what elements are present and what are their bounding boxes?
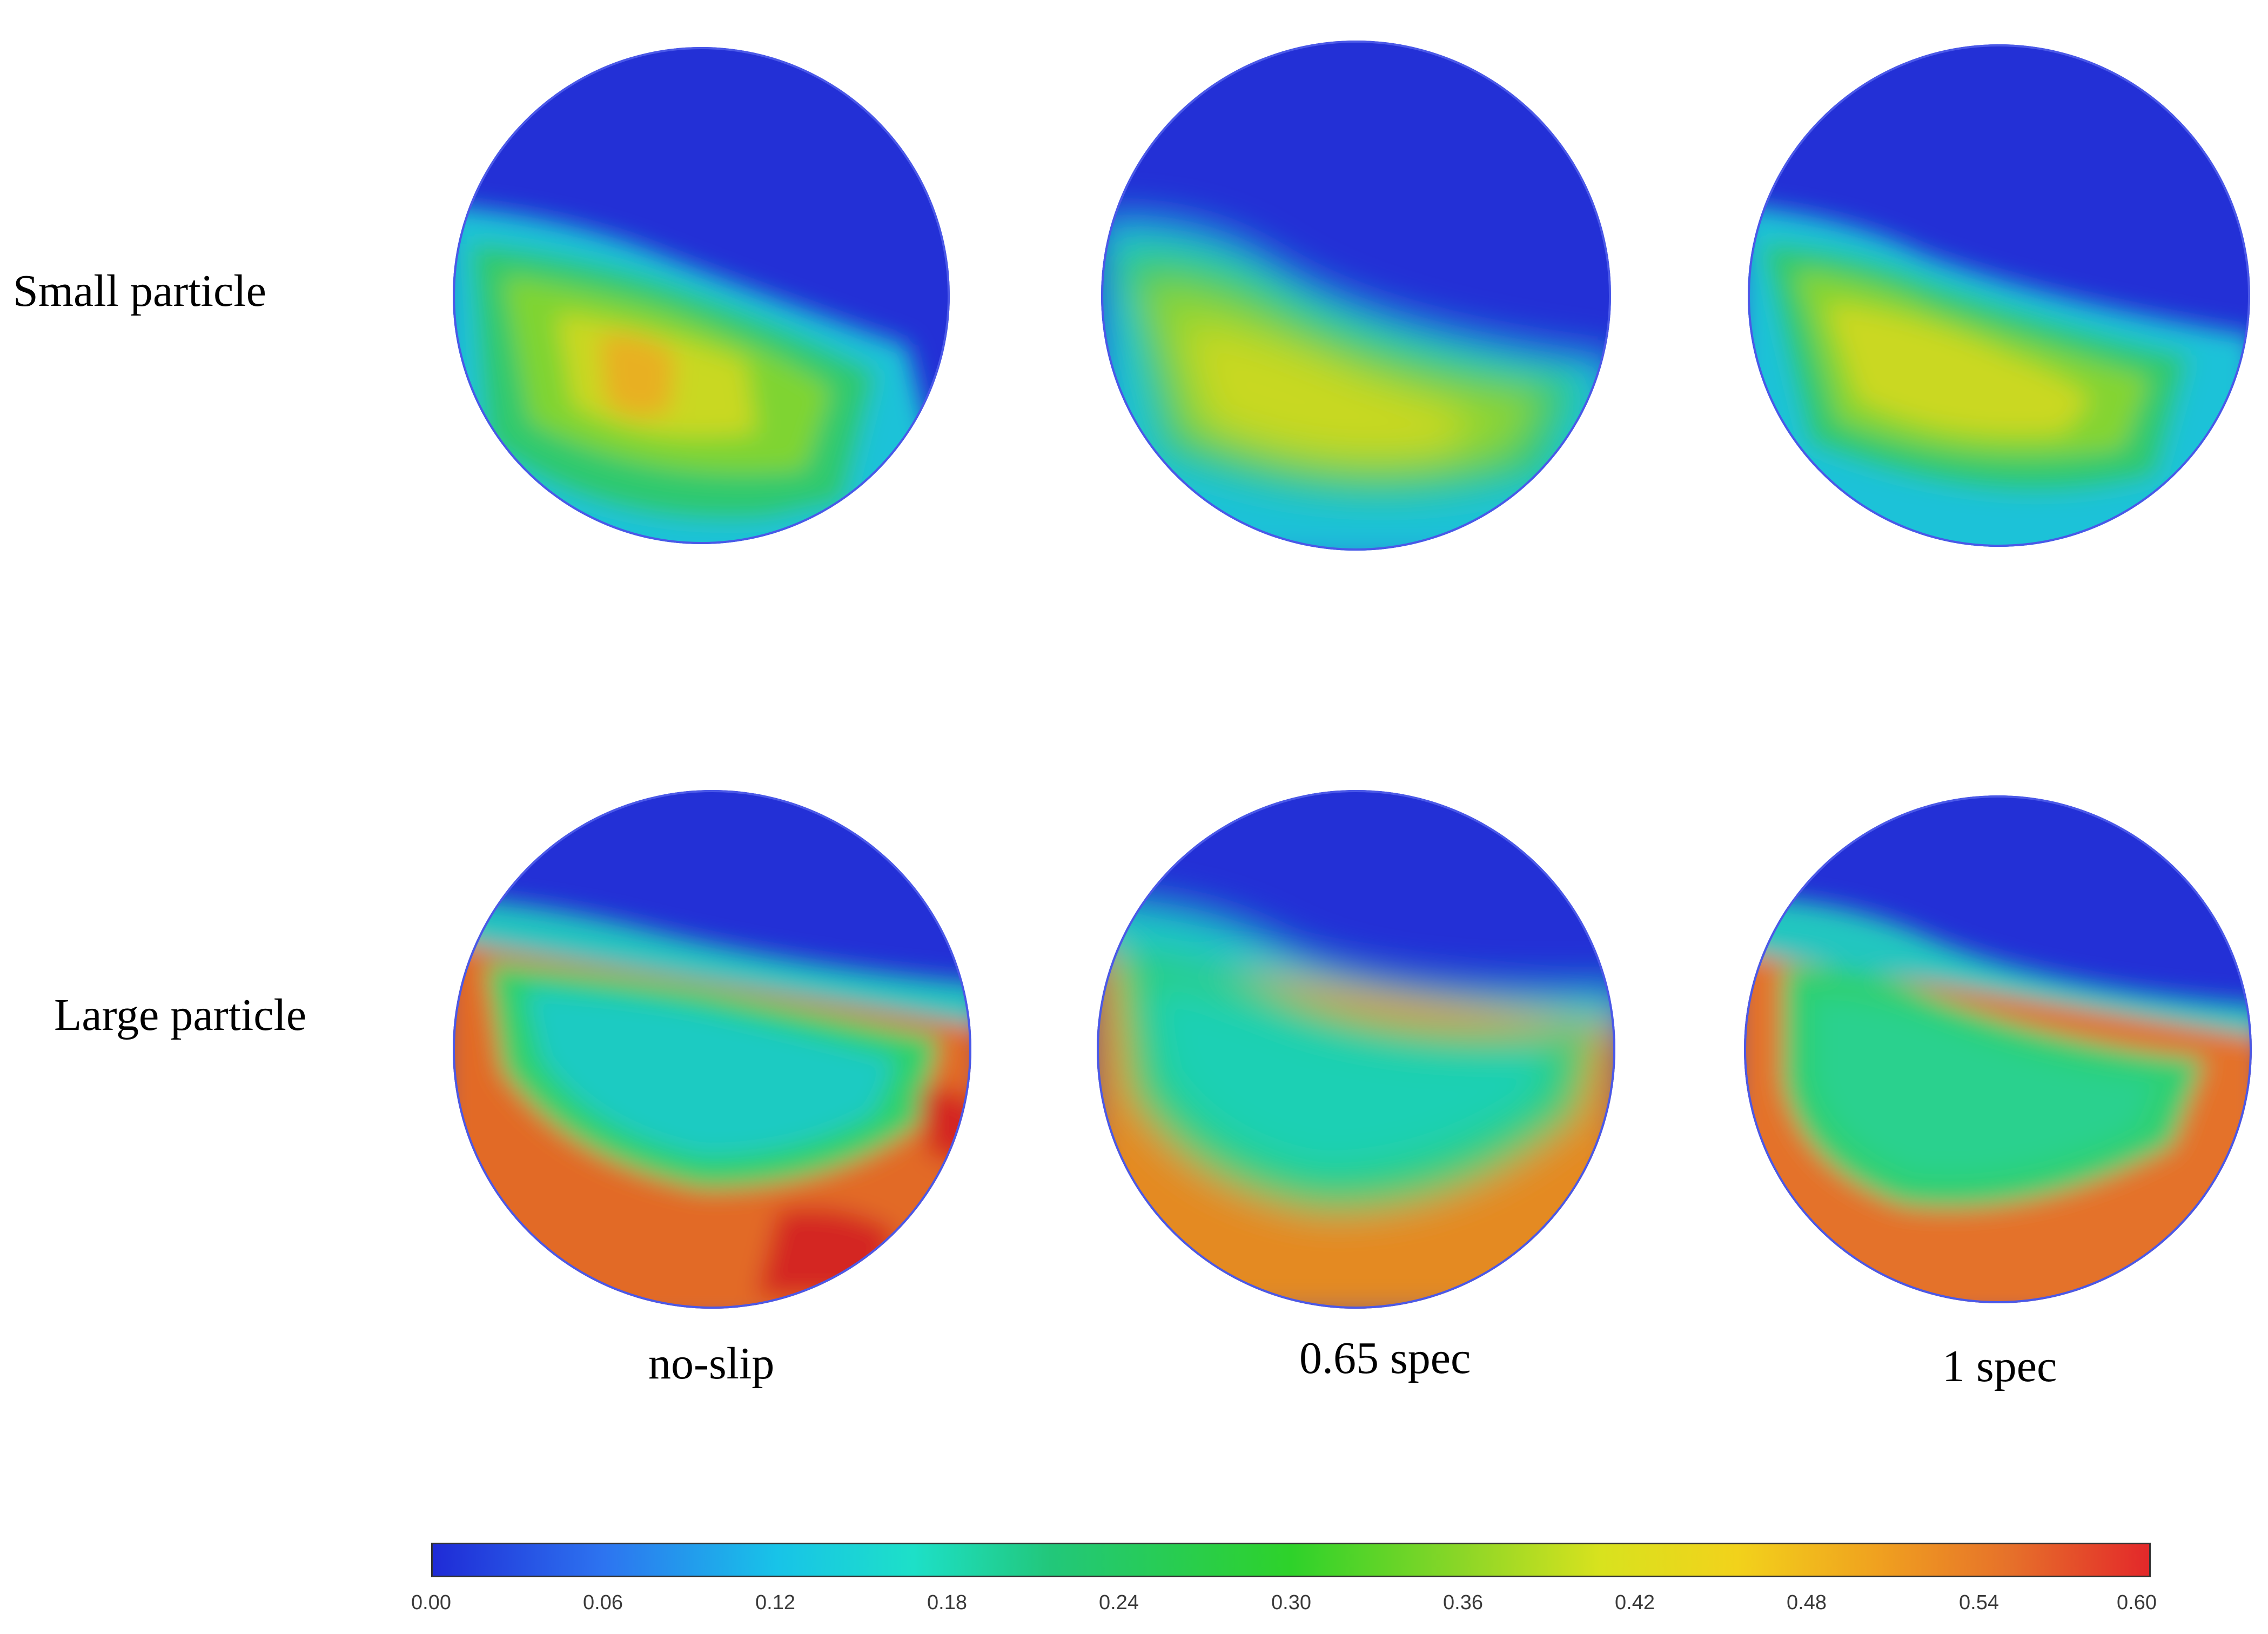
- colorbar-tick: 0.12: [755, 1591, 795, 1614]
- col-label-1-spec: 1 spec: [1942, 1341, 2057, 1391]
- colorbar-tick: 0.48: [1787, 1591, 1827, 1614]
- col-label-065-spec: 0.65 spec: [1299, 1333, 1471, 1383]
- colorbar-tick: 0.54: [1959, 1591, 1999, 1614]
- row-label-small-particle: Small particle: [13, 266, 266, 316]
- contour-small-065-spec: [1101, 41, 1611, 551]
- colorbar-tick: 0.30: [1271, 1591, 1311, 1614]
- colorbar-tick: 0.36: [1443, 1591, 1483, 1614]
- row-label-large-particle: Large particle: [54, 990, 307, 1040]
- colorbar-tick: 0.60: [2117, 1591, 2157, 1614]
- colorbar-tick: 0.06: [583, 1591, 623, 1614]
- contour-large-1-spec: [1744, 795, 2252, 1303]
- colorbar-tick: 0.24: [1099, 1591, 1139, 1614]
- colorbar-tick: 0.42: [1615, 1591, 1655, 1614]
- colorbar: [431, 1543, 2151, 1577]
- colorbar-tick: 0.18: [927, 1591, 967, 1614]
- colorbar-tick: 0.00: [411, 1591, 451, 1614]
- col-label-no-slip: no-slip: [648, 1338, 775, 1389]
- contour-large-065-spec: [1097, 790, 1615, 1309]
- contour-small-1-spec: [1748, 44, 2250, 547]
- contour-large-no-slip: [453, 790, 971, 1309]
- contour-small-no-slip: [453, 47, 950, 544]
